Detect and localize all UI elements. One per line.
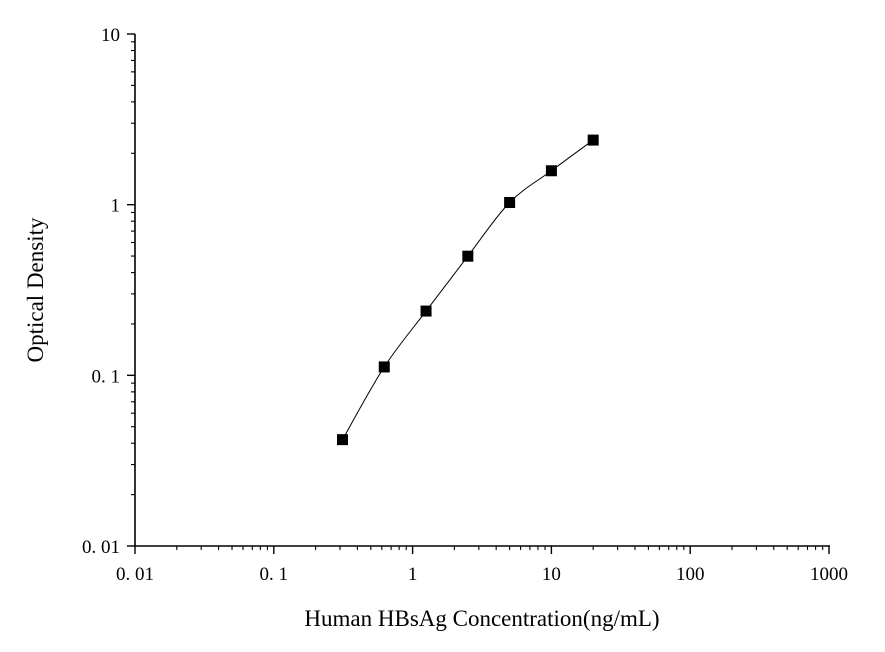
y-tick-label: 1 bbox=[111, 196, 121, 217]
data-point bbox=[504, 196, 516, 208]
x-axis-label: Human HBsAg Concentration(ng/mL) bbox=[304, 606, 659, 631]
y-tick-label: 0. 1 bbox=[92, 366, 121, 387]
y-tick-label: 10 bbox=[101, 25, 120, 46]
fit-curve-layer bbox=[342, 139, 594, 440]
x-tick-label: 0. 01 bbox=[116, 564, 154, 585]
data-point bbox=[378, 361, 390, 373]
y-axis-label: Optical Density bbox=[23, 217, 48, 362]
fit-curve bbox=[342, 139, 594, 440]
x-tick-label: 10 bbox=[542, 564, 561, 585]
x-tick-label: 0. 1 bbox=[260, 564, 289, 585]
data-point bbox=[336, 434, 348, 446]
y-tick-label: 0. 01 bbox=[82, 537, 120, 558]
x-tick-label: 1 bbox=[408, 564, 418, 585]
y-axis-ticks: 0. 01 0. 1 1 10 bbox=[82, 25, 135, 558]
x-tick-label: 100 bbox=[676, 564, 705, 585]
data-points-layer bbox=[336, 134, 599, 446]
data-point bbox=[545, 165, 557, 177]
x-tick-label: 1000 bbox=[810, 564, 848, 585]
x-axis-ticks: 0. 01 0. 1 1 10 100 1000 bbox=[116, 546, 848, 585]
data-point bbox=[420, 305, 432, 317]
axes bbox=[134, 34, 830, 547]
data-point bbox=[587, 134, 599, 146]
data-point bbox=[462, 250, 474, 262]
